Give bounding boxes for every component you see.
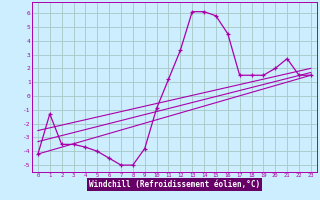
X-axis label: Windchill (Refroidissement éolien,°C): Windchill (Refroidissement éolien,°C)	[89, 180, 260, 189]
